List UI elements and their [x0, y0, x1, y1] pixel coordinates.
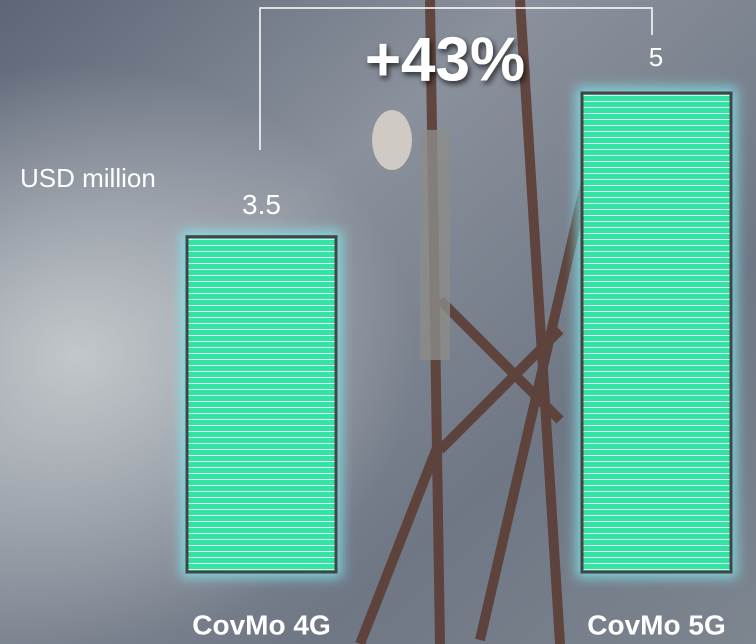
bar: [185, 235, 338, 574]
bracket: [259, 7, 653, 150]
x-tick-label: CovMo 5G: [587, 609, 725, 640]
growth-annotation: +43%: [365, 25, 525, 94]
x-tick-label: CovMo 4G: [192, 609, 330, 640]
y-axis-label: USD million: [20, 163, 156, 193]
value-label: 3.5: [242, 189, 281, 220]
value-label: 5: [649, 42, 663, 72]
bar: [580, 91, 733, 574]
